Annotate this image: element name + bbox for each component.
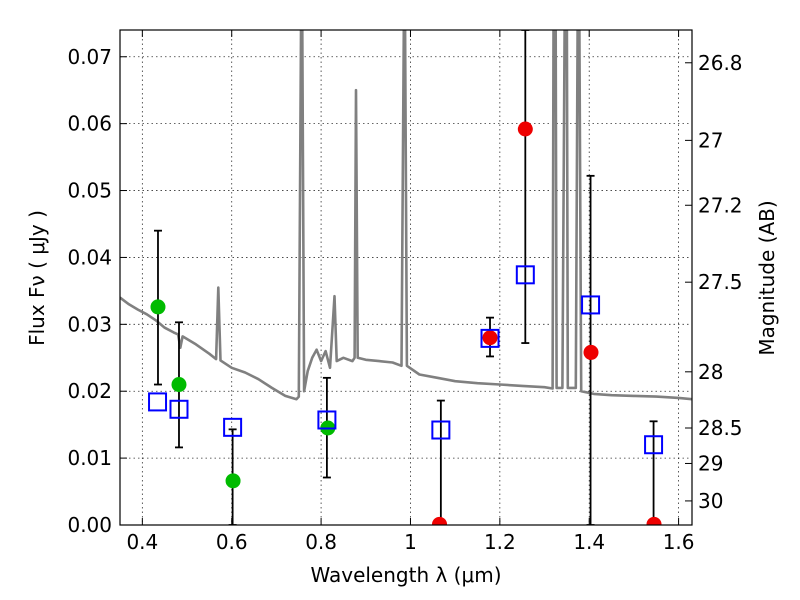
blue-square-point [169, 399, 189, 419]
y2-tick-label: 27 [698, 128, 723, 152]
grid [120, 30, 692, 526]
blue-square-point [317, 410, 337, 430]
y-tick-label: 0.05 [67, 179, 112, 203]
y-tick-label: 0.04 [67, 245, 112, 269]
green-data-point [150, 299, 166, 315]
y-tick-label: 0.01 [67, 446, 112, 470]
y2-axis-title: Magnitude (AB) [755, 200, 779, 355]
model-spectrum-layer [120, 30, 692, 401]
x-tick-label: 0.8 [305, 530, 337, 554]
y-tick-label: 0.07 [67, 45, 112, 69]
blue-square-point [480, 328, 500, 348]
y2-tick-label: 29 [698, 451, 723, 475]
blue-square-point [644, 435, 664, 455]
red-data-point [482, 330, 498, 346]
green-data-point [171, 377, 187, 393]
y-tick-label: 0.06 [67, 112, 112, 136]
blue-square-point [431, 420, 451, 440]
x-tick-label: 0.4 [126, 530, 158, 554]
model-spectrum-line [120, 30, 692, 401]
x-tick-label: 1.4 [573, 530, 605, 554]
plot-frame [119, 29, 693, 526]
x-tick-label: 1.6 [663, 530, 695, 554]
axis-ticks: 0.4 0.6 0.8 1 1.2 1.4 1.6 0.00 0.01 0.02 0.03 0.04 0… [67, 30, 743, 554]
blue-square-point [148, 392, 168, 412]
y2-tick-label: 28.5 [698, 416, 743, 440]
y-tick-label: 0.03 [67, 312, 112, 336]
x-tick-label: 1.2 [484, 530, 516, 554]
y2-tick-label: 28 [698, 360, 723, 384]
y2-tick-label: 30 [698, 489, 723, 513]
red-data-point [517, 121, 533, 137]
x-tick-label: 0.6 [216, 530, 248, 554]
blue-square-point [515, 265, 535, 285]
marker-layer [148, 121, 664, 525]
y-axis-title: Flux Fν ( μJy ) [25, 210, 49, 346]
x-tick-label: 1 [404, 530, 417, 554]
red-data-point [432, 516, 448, 525]
y-tick-label: 0.00 [67, 513, 112, 537]
blue-square-point [581, 295, 601, 315]
green-data-point [225, 473, 241, 489]
red-data-point [583, 344, 599, 360]
y-tick-label: 0.02 [67, 379, 112, 403]
x-axis-title: Wavelength λ (μm) [310, 563, 501, 587]
y2-tick-label: 26.8 [698, 51, 743, 75]
y2-tick-label: 27.5 [698, 270, 743, 294]
y2-tick-label: 27.2 [698, 193, 743, 217]
red-data-point [646, 516, 662, 525]
blue-square-point [223, 417, 243, 437]
